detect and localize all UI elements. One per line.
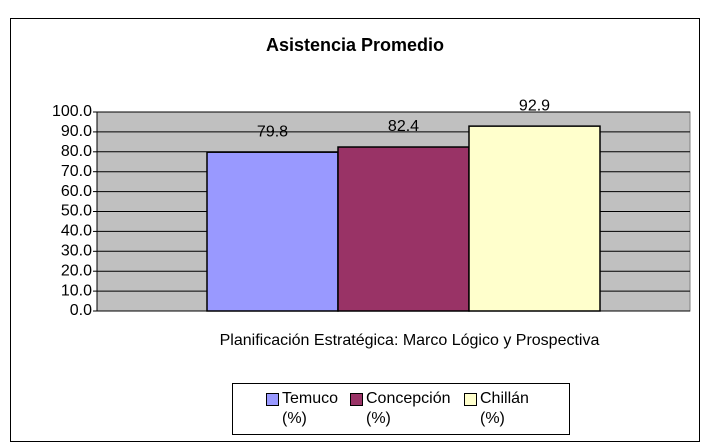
bar bbox=[468, 125, 601, 312]
legend-item: Chillán (%) bbox=[462, 389, 538, 429]
y-tick-label: 80.0 bbox=[61, 143, 92, 160]
bar bbox=[337, 146, 470, 312]
bar bbox=[206, 151, 339, 312]
legend-swatch bbox=[350, 393, 363, 406]
y-tick-label: 90.0 bbox=[61, 123, 92, 140]
data-label: 82.4 bbox=[388, 118, 419, 135]
y-tick-label: 30.0 bbox=[61, 243, 92, 260]
legend: Temuco (%) Concepción (%) Chillán (%) bbox=[232, 383, 570, 435]
legend-swatch bbox=[464, 393, 477, 406]
y-tick-label: 0.0 bbox=[70, 302, 92, 319]
legend-label: Concepción (%) bbox=[366, 390, 451, 427]
legend-label: Temuco (%) bbox=[282, 390, 339, 427]
y-tick-label: 60.0 bbox=[61, 183, 92, 200]
y-tick-label: 50.0 bbox=[61, 203, 92, 220]
legend-swatch bbox=[266, 393, 279, 406]
legend-item: Concepción (%) bbox=[348, 389, 458, 429]
legend-item: Temuco (%) bbox=[264, 389, 344, 429]
y-tick-label: 40.0 bbox=[61, 223, 92, 240]
data-label: 79.8 bbox=[257, 123, 288, 140]
y-tick-label: 10.0 bbox=[61, 282, 92, 299]
data-label: 92.9 bbox=[519, 97, 550, 114]
x-tick-label: Planificación Estratégica: Marco Lógico … bbox=[220, 332, 600, 349]
legend-label: Chillán (%) bbox=[480, 390, 529, 427]
y-tick-label: 100.0 bbox=[52, 103, 92, 120]
y-tick-label: 20.0 bbox=[61, 262, 92, 279]
y-tick-label: 70.0 bbox=[61, 163, 92, 180]
chart-title: Asistencia Promedio bbox=[266, 35, 444, 55]
